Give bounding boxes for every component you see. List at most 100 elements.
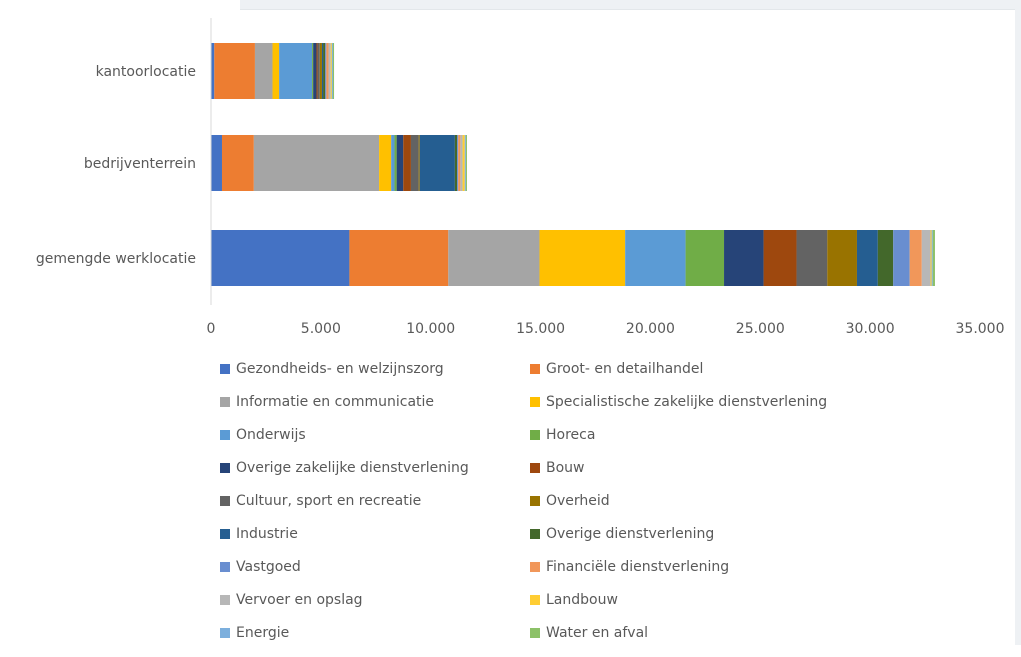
legend-swatch [530, 496, 540, 506]
legend-swatch [530, 562, 540, 572]
bar-segment [272, 43, 280, 99]
x-tick-label: 5.000 [301, 321, 341, 337]
bar-segment [893, 230, 910, 286]
bar-segment [326, 43, 329, 99]
bar-segment [877, 230, 894, 286]
legend-swatch [220, 628, 230, 638]
bar-segment [932, 230, 935, 286]
category-label: kantoorlocatie [96, 64, 196, 80]
bar-segment [396, 135, 404, 191]
bar-segment [391, 135, 395, 191]
legend-label: Energie [236, 625, 290, 641]
stacked-bar-chart: gemengde werklocatie bedrijventerrein kant… [36, 18, 1005, 337]
x-tick-label: 20.000 [626, 321, 675, 337]
bar-segment [458, 135, 461, 191]
bar-segment [464, 135, 466, 191]
bar-segment [418, 135, 420, 191]
legend-label: Financiële dienstverlening [546, 559, 730, 575]
legend-swatch [530, 595, 540, 605]
legend-label: Vastgoed [236, 559, 301, 575]
legend-item: Bouw [530, 459, 960, 477]
legend-label: Gezondheids- en welzijnszorg [236, 361, 444, 377]
legend-label: Onderwijs [236, 427, 306, 443]
legend-label: Overige dienstverlening [546, 526, 715, 542]
bar-segment [724, 230, 764, 286]
bar-segment [317, 43, 320, 99]
bar-segment [328, 43, 331, 99]
legend-item: Vastgoed [220, 558, 530, 576]
bar-segment [379, 135, 392, 191]
legend-item: Overige zakelijke dienstverlening [220, 459, 530, 477]
legend-item: Energie [220, 624, 530, 642]
legend-item: Financiële dienstverlening [530, 558, 960, 576]
legend-item: Industrie [220, 525, 530, 543]
bar-segment [254, 43, 273, 99]
bar-segment [410, 135, 419, 191]
x-tick-label: 10.000 [406, 321, 455, 337]
legend-swatch [220, 397, 230, 407]
legend-swatch [530, 529, 540, 539]
legend-label: Horeca [546, 427, 596, 443]
legend-swatch [530, 364, 540, 374]
category-label: bedrijventerrein [84, 156, 196, 172]
bar-segment [827, 230, 857, 286]
bar-segment [685, 230, 725, 286]
bar-segment [323, 43, 326, 99]
legend-item: Overige dienstverlening [530, 525, 960, 543]
bar-segment [931, 230, 933, 286]
bar-segment [253, 135, 380, 191]
bar-segment [403, 135, 411, 191]
legend-item: Vervoer en opslag [220, 591, 530, 609]
right-frame-bar [1015, 9, 1021, 645]
bar-segment [221, 135, 254, 191]
legend-item: Overheid [530, 492, 960, 510]
legend-item: Cultuur, sport en recreatie [220, 492, 530, 510]
bar-segment [332, 43, 335, 99]
bar-segment [921, 230, 931, 286]
bar-segment [331, 43, 333, 99]
legend-item: Water en afval [530, 624, 960, 642]
bar-segment [316, 43, 318, 99]
legend-item: Informatie en communicatie [220, 393, 530, 411]
x-tick-label: 25.000 [736, 321, 785, 337]
bar-segment [930, 230, 932, 286]
bar-segment [330, 43, 332, 99]
bar-segment [465, 135, 467, 191]
bar-segment [325, 43, 327, 99]
bar-segment [211, 43, 215, 99]
legend-label: Overheid [546, 493, 610, 509]
bar-segment [763, 230, 797, 286]
bar-segment [856, 230, 878, 286]
bar-segment [448, 230, 540, 286]
category-label: gemengde werklocatie [36, 251, 196, 267]
bar-segment [625, 230, 686, 286]
legend-item: Groot- en detailhandel [530, 360, 960, 378]
legend-label: Water en afval [546, 625, 649, 641]
legend-label: Groot- en detailhandel [546, 361, 704, 377]
bar-segment [321, 43, 324, 99]
bar-segment [313, 43, 317, 99]
x-tick-label: 35.000 [956, 321, 1005, 337]
legend-swatch [220, 463, 230, 473]
bar-segment [394, 135, 397, 191]
x-tick-label: 0 [207, 321, 216, 337]
legend-swatch [220, 364, 230, 374]
legend-item: Specialistische zakelijke dienstverlenin… [530, 393, 960, 411]
legend-item: Onderwijs [220, 426, 530, 444]
bar-segment [454, 135, 458, 191]
bar-segment [539, 230, 626, 286]
legend-label: Overige zakelijke dienstverlening [236, 460, 469, 476]
legend-label: Specialistische zakelijke dienstverlenin… [546, 394, 828, 410]
bar-segment [211, 135, 222, 191]
legend-item: Landbouw [530, 591, 960, 609]
top-frame-bar [240, 0, 1021, 10]
x-tick-label: 15.000 [516, 321, 565, 337]
legend-swatch [530, 397, 540, 407]
bar-segment [279, 43, 313, 99]
bar-segment [312, 43, 314, 99]
legend-label: Vervoer en opslag [236, 592, 363, 608]
legend-swatch [220, 496, 230, 506]
legend-swatch [530, 430, 540, 440]
legend-item: Horeca [530, 426, 960, 444]
legend-label: Bouw [546, 460, 585, 476]
